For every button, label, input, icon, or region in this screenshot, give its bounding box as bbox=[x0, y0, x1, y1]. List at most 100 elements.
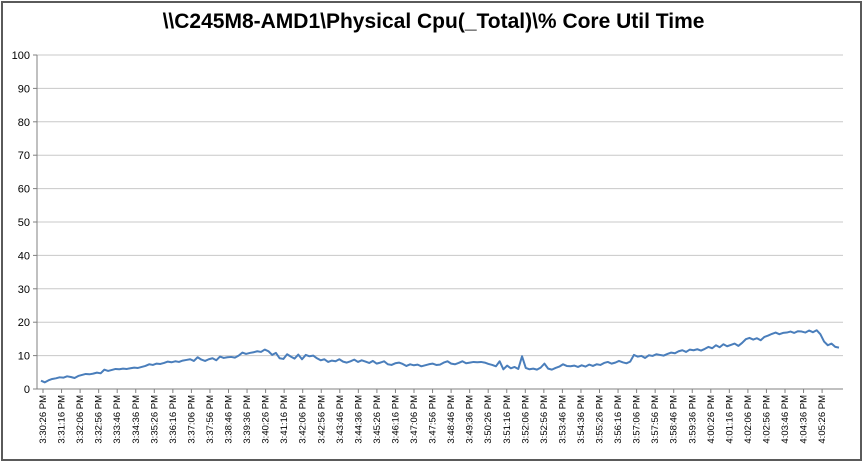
data-point bbox=[204, 360, 206, 362]
data-point bbox=[603, 362, 605, 364]
data-point bbox=[353, 359, 355, 361]
data-point bbox=[59, 376, 61, 378]
y-tick-label-70: 70 bbox=[18, 150, 30, 162]
data-point bbox=[424, 364, 426, 366]
data-point bbox=[652, 355, 654, 357]
data-point bbox=[446, 360, 448, 362]
x-tick-label-30: 3:55:26 PM bbox=[595, 395, 606, 444]
x-tick-label-32: 3:57:06 PM bbox=[632, 395, 643, 444]
data-point bbox=[778, 333, 780, 335]
data-point bbox=[607, 361, 609, 363]
data-point bbox=[622, 361, 624, 363]
data-point bbox=[685, 351, 687, 353]
x-tick-label-37: 4:01:16 PM bbox=[724, 395, 735, 444]
x-tick-label-14: 3:42:06 PM bbox=[298, 395, 309, 444]
x-tick-label-24: 3:50:26 PM bbox=[483, 395, 494, 444]
data-point bbox=[312, 355, 314, 357]
data-point bbox=[387, 363, 389, 365]
data-point bbox=[327, 361, 329, 363]
data-point bbox=[786, 332, 788, 334]
data-point bbox=[74, 377, 76, 379]
data-point bbox=[167, 361, 169, 363]
data-point bbox=[394, 362, 396, 364]
x-tick-label-6: 3:35:26 PM bbox=[149, 395, 160, 444]
data-point bbox=[752, 339, 754, 341]
data-point bbox=[711, 347, 713, 349]
x-tick-label-12: 3:40:26 PM bbox=[261, 395, 272, 444]
data-point bbox=[536, 369, 538, 371]
x-tick-label-42: 4:05:26 PM bbox=[817, 395, 828, 444]
x-tick-label-9: 3:37:56 PM bbox=[205, 395, 216, 444]
data-point bbox=[66, 375, 68, 377]
data-point bbox=[215, 359, 217, 361]
data-point bbox=[670, 352, 672, 354]
data-point bbox=[200, 359, 202, 361]
x-tick-label-8: 3:37:06 PM bbox=[186, 395, 197, 444]
data-point bbox=[189, 358, 191, 360]
data-point bbox=[193, 360, 195, 362]
data-point bbox=[737, 345, 739, 347]
data-point bbox=[230, 356, 232, 358]
data-point bbox=[364, 361, 366, 363]
data-point bbox=[103, 369, 105, 371]
data-point bbox=[700, 350, 702, 352]
data-point bbox=[469, 362, 471, 364]
data-point bbox=[368, 362, 370, 364]
x-tick-label-3: 3:32:56 PM bbox=[94, 395, 105, 444]
x-tick-label-16: 3:43:46 PM bbox=[335, 395, 346, 444]
data-point bbox=[480, 361, 482, 363]
x-tick-label-10: 3:38:46 PM bbox=[224, 395, 235, 444]
data-point bbox=[256, 350, 258, 352]
data-point bbox=[85, 373, 87, 375]
x-tick-label-1: 3:31:16 PM bbox=[57, 395, 68, 444]
data-point bbox=[178, 361, 180, 363]
data-point bbox=[361, 359, 363, 361]
data-point bbox=[707, 346, 709, 348]
series-layer bbox=[40, 329, 840, 384]
data-point bbox=[525, 367, 527, 369]
data-point bbox=[491, 364, 493, 366]
data-point bbox=[126, 368, 128, 370]
data-point bbox=[62, 377, 64, 379]
data-point bbox=[804, 332, 806, 334]
data-point bbox=[428, 363, 430, 365]
y-tick-label-50: 50 bbox=[18, 217, 30, 229]
data-point bbox=[253, 351, 255, 353]
data-point bbox=[514, 366, 516, 368]
data-point bbox=[234, 357, 236, 359]
data-point bbox=[592, 365, 594, 367]
data-point bbox=[107, 370, 109, 372]
y-tick-label-40: 40 bbox=[18, 250, 30, 262]
data-point bbox=[510, 367, 512, 369]
x-tick-label-27: 3:52:56 PM bbox=[539, 395, 550, 444]
data-point bbox=[566, 365, 568, 367]
y-tick-label-80: 80 bbox=[18, 117, 30, 129]
data-point bbox=[439, 364, 441, 366]
data-point bbox=[376, 363, 378, 365]
data-point bbox=[70, 376, 72, 378]
data-point bbox=[77, 375, 79, 377]
x-tick-label-31: 3:56:16 PM bbox=[613, 395, 624, 444]
x-tick-label-4: 3:33:46 PM bbox=[112, 395, 123, 444]
data-point bbox=[40, 380, 42, 382]
data-point bbox=[208, 358, 210, 360]
x-tick-label-22: 3:48:46 PM bbox=[446, 395, 457, 444]
data-point bbox=[156, 363, 158, 365]
data-point bbox=[450, 363, 452, 365]
data-point bbox=[174, 360, 176, 362]
data-point bbox=[279, 357, 281, 359]
x-tick-label-29: 3:54:36 PM bbox=[576, 395, 587, 444]
data-point bbox=[96, 372, 98, 374]
data-point bbox=[827, 344, 829, 346]
y-tick-label-10: 10 bbox=[18, 351, 30, 363]
gridlines bbox=[37, 54, 843, 357]
data-point bbox=[614, 362, 616, 364]
data-point bbox=[555, 367, 557, 369]
data-point bbox=[81, 374, 83, 376]
data-point bbox=[249, 352, 251, 354]
data-point bbox=[573, 365, 575, 367]
x-tick-label-0: 3:30:26 PM bbox=[38, 395, 49, 444]
data-point bbox=[182, 360, 184, 362]
data-point bbox=[130, 367, 132, 369]
data-point bbox=[763, 336, 765, 338]
